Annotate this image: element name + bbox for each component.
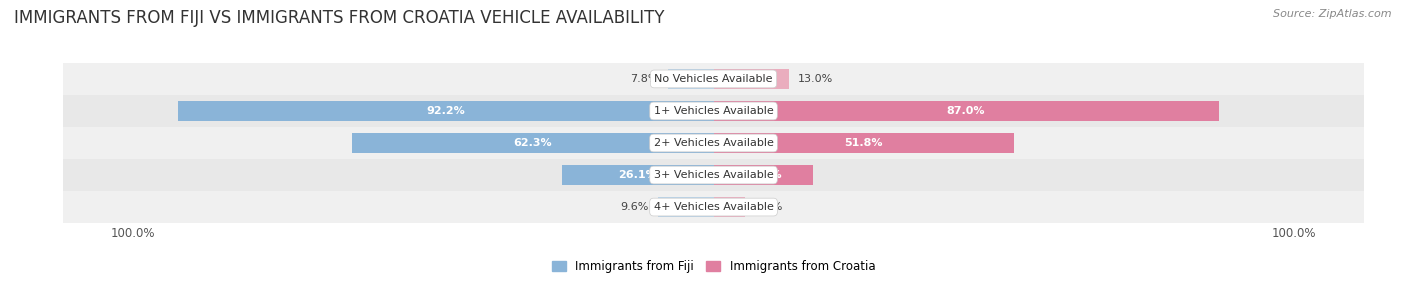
Bar xyxy=(179,101,713,121)
Bar xyxy=(713,133,1014,153)
Text: 92.2%: 92.2% xyxy=(426,106,465,116)
Bar xyxy=(713,165,814,185)
Bar xyxy=(713,69,789,89)
Text: 51.8%: 51.8% xyxy=(845,138,883,148)
Bar xyxy=(658,197,713,217)
Bar xyxy=(63,63,1364,95)
Text: 13.0%: 13.0% xyxy=(799,74,834,84)
Text: 7.8%: 7.8% xyxy=(630,74,659,84)
Legend: Immigrants from Fiji, Immigrants from Croatia: Immigrants from Fiji, Immigrants from Cr… xyxy=(547,256,880,278)
Bar xyxy=(352,133,713,153)
Bar xyxy=(562,165,713,185)
Text: 9.6%: 9.6% xyxy=(620,202,648,212)
Text: 87.0%: 87.0% xyxy=(946,106,986,116)
Text: 17.2%: 17.2% xyxy=(744,170,783,180)
Bar xyxy=(63,191,1364,223)
Bar xyxy=(63,95,1364,127)
Text: No Vehicles Available: No Vehicles Available xyxy=(654,74,773,84)
Bar xyxy=(63,159,1364,191)
Text: 1+ Vehicles Available: 1+ Vehicles Available xyxy=(654,106,773,116)
Text: IMMIGRANTS FROM FIJI VS IMMIGRANTS FROM CROATIA VEHICLE AVAILABILITY: IMMIGRANTS FROM FIJI VS IMMIGRANTS FROM … xyxy=(14,9,665,27)
Text: Source: ZipAtlas.com: Source: ZipAtlas.com xyxy=(1274,9,1392,19)
Text: 5.4%: 5.4% xyxy=(754,202,783,212)
Bar xyxy=(713,101,1219,121)
Text: 2+ Vehicles Available: 2+ Vehicles Available xyxy=(654,138,773,148)
Text: 3+ Vehicles Available: 3+ Vehicles Available xyxy=(654,170,773,180)
Bar xyxy=(668,69,713,89)
Bar xyxy=(713,197,745,217)
Bar xyxy=(63,127,1364,159)
Text: 62.3%: 62.3% xyxy=(513,138,553,148)
Text: 4+ Vehicles Available: 4+ Vehicles Available xyxy=(654,202,773,212)
Text: 26.1%: 26.1% xyxy=(619,170,657,180)
